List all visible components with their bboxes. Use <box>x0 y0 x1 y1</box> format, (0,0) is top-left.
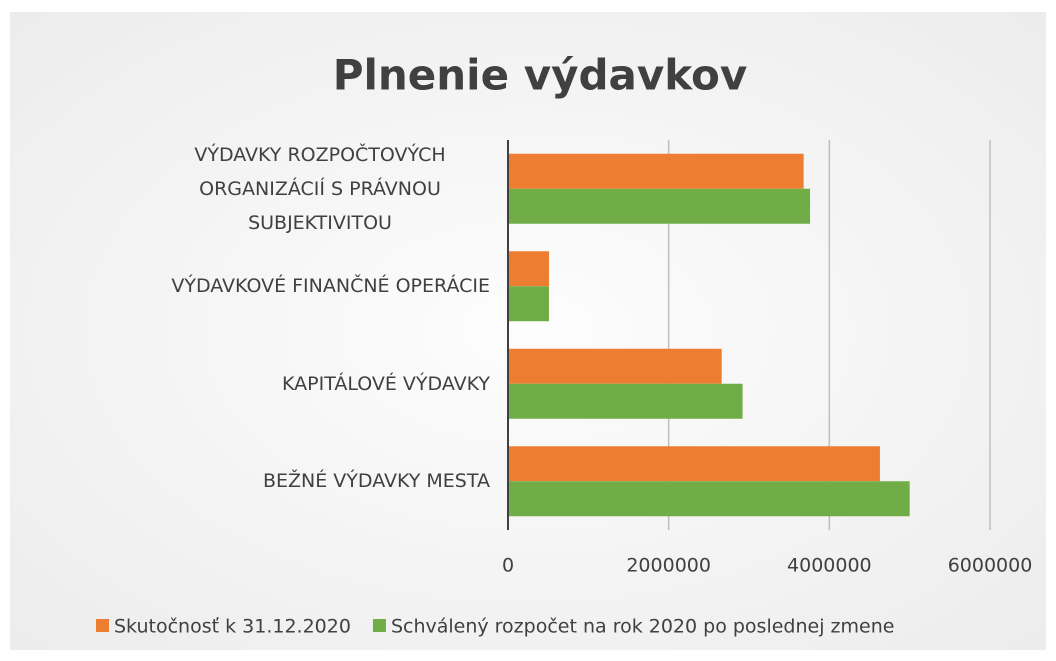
legend-label: Schválený rozpočet na rok 2020 po posled… <box>391 616 895 638</box>
x-tick-label: 0 <box>502 555 514 577</box>
chart-title: Plnenie výdavkov <box>333 51 748 100</box>
bar <box>508 153 804 189</box>
chart-area <box>10 12 1046 650</box>
bar <box>508 286 549 322</box>
x-tick-label: 6000000 <box>948 555 1033 577</box>
x-tick-label: 2000000 <box>626 555 711 577</box>
y-tick-label: KAPITÁLOVÉ VÝDAVKY <box>282 372 490 395</box>
bar <box>508 348 722 384</box>
y-tick-label: VÝDAVKOVÉ FINANČNÉ OPERÁCIE <box>171 275 490 298</box>
bar <box>508 251 549 287</box>
y-tick-label: BEŽNÉ VÝDAVKY MESTA <box>262 470 490 493</box>
legend-swatch <box>372 619 386 632</box>
legend-label: Skutočnosť k 31.12.2020 <box>114 616 351 638</box>
y-tick-label: VÝDAVKY ROZPOČTOVÝCH ORGANIZÁCIÍ S PRÁVN… <box>194 143 446 234</box>
bar <box>508 383 743 419</box>
x-tick-label: 4000000 <box>787 555 872 577</box>
bar <box>508 188 811 224</box>
bar <box>508 446 880 482</box>
bar <box>508 481 910 517</box>
legend-swatch <box>96 619 109 632</box>
